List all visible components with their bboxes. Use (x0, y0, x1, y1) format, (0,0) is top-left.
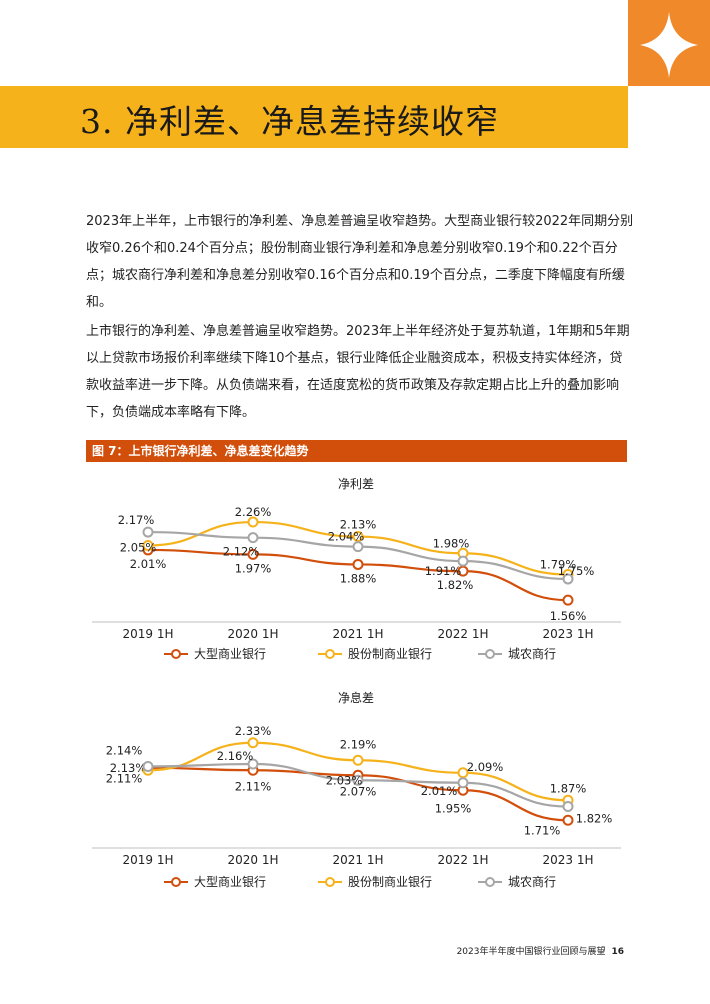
legend-label: 城农商行 (508, 646, 556, 661)
data-point (457, 565, 469, 577)
legend-label: 股份制商业银行 (348, 646, 432, 661)
data-point (562, 594, 574, 606)
data-point (352, 754, 364, 766)
data-label: 2.09% (467, 760, 504, 774)
data-point (457, 777, 469, 789)
data-label: 2.01% (130, 557, 167, 571)
data-point (247, 516, 259, 528)
x-tick-label: 2021 1H (332, 853, 383, 867)
data-point (142, 526, 154, 538)
data-label: 2.33% (235, 724, 272, 738)
data-label: 2.11% (235, 779, 272, 793)
x-tick-label: 2022 1H (437, 853, 488, 867)
data-point (247, 548, 259, 560)
title-band (0, 86, 628, 148)
data-label: 1.91% (425, 564, 462, 578)
data-point (142, 761, 154, 772)
data-label: 1.71% (524, 823, 561, 837)
x-tick-label: 2019 1H (122, 853, 173, 867)
data-point (562, 814, 574, 826)
x-tick-label: 2020 1H (227, 627, 278, 641)
legend-marker (171, 877, 181, 887)
star-icon (640, 12, 698, 78)
data-point (352, 531, 364, 543)
data-label: 2.01% (421, 784, 458, 798)
data-label: 2.07% (340, 784, 377, 798)
data-label: 2.17% (118, 513, 155, 527)
data-label: 2.16% (217, 749, 254, 763)
chart-net-interest-margin: 净息差 2019 1H 2020 1H 2021 1H 2022 1H 2023 1H 2.… (86, 686, 627, 896)
data-label: 1.75% (558, 564, 595, 578)
data-label: 2.03% (326, 773, 363, 787)
page-number: 16 (611, 947, 624, 957)
data-label: 2.13% (110, 761, 147, 775)
legend-marker (485, 649, 495, 659)
data-point (352, 774, 364, 786)
data-label: 2.19% (340, 737, 377, 751)
x-tick-label: 2023 1H (542, 627, 593, 641)
data-point (352, 558, 364, 570)
legend-marker (325, 649, 335, 659)
data-label: 2.14% (106, 744, 143, 758)
x-tick-label: 2023 1H (542, 853, 593, 867)
data-point (142, 539, 154, 551)
data-point (562, 801, 574, 812)
legend-label: 大型商业银行 (194, 646, 266, 661)
data-point (457, 555, 469, 567)
chart-net-interest-spread: 净利差 2019 1H 2020 1H 2021 1H 2022 1H 2023 1H 2.… (86, 472, 627, 672)
x-tick-label: 2021 1H (332, 627, 383, 641)
data-point (247, 532, 259, 544)
data-label: 1.79% (540, 557, 577, 571)
data-label: 1.95% (435, 801, 472, 815)
data-point (562, 573, 574, 585)
data-label: 1.87% (550, 781, 587, 795)
legend-label: 大型商业银行 (194, 874, 266, 889)
paragraph-1: 2023年上半年，上市银行的净利差、净息差普遍呈收窄趋势。大型商业银行较2022… (86, 214, 634, 310)
paragraph-2: 上市银行的净利差、净息差普遍呈收窄趋势。2023年上半年经济处于复苏轨道，1年期… (86, 324, 630, 420)
legend-marker (171, 649, 181, 659)
legend-label: 股份制商业银行 (348, 874, 432, 889)
data-label: 2.11% (106, 771, 143, 785)
data-label: 2.04% (328, 530, 365, 544)
legend-marker (485, 877, 495, 887)
x-tick-label: 2020 1H (227, 853, 278, 867)
data-label: 1.98% (433, 536, 470, 550)
data-label: 2.13% (340, 518, 377, 532)
footer-text: 2023年半年度中国银行业回顾与展望 (456, 947, 606, 957)
data-label: 2.26% (235, 505, 272, 519)
data-label: 2.05% (120, 540, 157, 554)
data-label: 1.88% (340, 571, 377, 585)
data-label: 1.82% (576, 812, 613, 826)
data-point (247, 737, 259, 749)
corner-accent (628, 0, 710, 86)
chart-title: 净息差 (338, 690, 374, 705)
section-title: 3. 净利差、净息差持续收窄 (80, 102, 499, 141)
footer: 2023年半年度中国银行业回顾与展望 16 (457, 944, 624, 957)
x-tick-label: 2022 1H (437, 627, 488, 641)
legend-marker (325, 877, 335, 887)
chart-title: 净利差 (338, 477, 374, 491)
data-label: 1.97% (235, 561, 272, 575)
data-point (247, 758, 259, 770)
data-label: 2.12% (223, 545, 260, 559)
data-label: 1.82% (437, 578, 474, 592)
legend-label: 城农商行 (508, 874, 556, 889)
x-tick-label: 2019 1H (122, 627, 173, 641)
data-label: 1.56% (550, 609, 587, 623)
data-point (352, 541, 364, 553)
figure-title: 图 7：上市银行净利差、净息差变化趋势 (86, 440, 627, 462)
